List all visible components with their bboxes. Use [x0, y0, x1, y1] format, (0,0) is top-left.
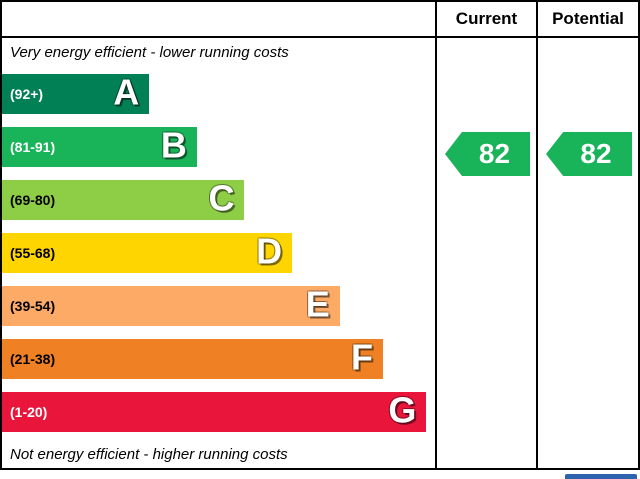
- band-chart-area: Very energy efficient - lower running co…: [2, 38, 435, 468]
- potential-rating-arrow: 82: [546, 132, 632, 176]
- band-bar-c: (69-80) C: [2, 177, 245, 221]
- band-row-c: (69-80) C: [2, 174, 435, 227]
- band-letter: C: [208, 177, 235, 219]
- band-row-b: (81-91) B: [2, 121, 435, 174]
- band-range-label: (81-91): [10, 139, 56, 156]
- band-row-e: (39-54) E: [2, 279, 435, 332]
- band-range-label: (39-54): [10, 297, 56, 314]
- band-row-g: (1-20) G: [2, 385, 435, 438]
- band-range-label: (21-38): [10, 350, 56, 367]
- potential-rating-column: 82: [536, 38, 638, 468]
- band-letter: F: [351, 336, 374, 378]
- band-range-label: (69-80): [10, 192, 56, 209]
- band-row-f: (21-38) F: [2, 332, 435, 385]
- band-row-d: (55-68) D: [2, 227, 435, 280]
- band-bar-d: (55-68) D: [2, 230, 293, 273]
- band-letter: B: [160, 124, 187, 166]
- band-bar-f: (21-38) F: [2, 336, 384, 379]
- bands-container: (92+) A (81-91) B (69-80) C (55-68): [2, 66, 435, 440]
- cutoff-blue-element: [565, 474, 637, 479]
- band-bar-g: (1-20) G: [2, 389, 427, 432]
- current-column-header: Current: [435, 2, 536, 38]
- current-rating-column: 82: [435, 38, 536, 468]
- band-bar-e: (39-54) E: [2, 283, 340, 326]
- header-empty-cell: [2, 2, 435, 38]
- band-letter: D: [256, 230, 283, 272]
- current-rating-arrow: 82: [445, 132, 530, 176]
- top-caption: Very energy efficient - lower running co…: [10, 43, 289, 61]
- band-letter: E: [305, 283, 330, 325]
- band-range-label: (92+): [10, 86, 44, 103]
- current-rating-value: 82: [478, 138, 511, 169]
- potential-column-header: Potential: [536, 2, 638, 38]
- band-letter: G: [388, 389, 417, 431]
- band-range-label: (1-20): [10, 403, 48, 420]
- potential-rating-value: 82: [580, 138, 612, 169]
- band-bar-a: (92+) A: [2, 71, 150, 115]
- band-bar-b: (81-91) B: [2, 124, 197, 168]
- band-letter: A: [113, 71, 140, 113]
- bottom-caption: Not energy efficient - higher running co…: [10, 445, 288, 463]
- band-range-label: (55-68): [10, 245, 56, 261]
- band-row-a: (92+) A: [2, 68, 435, 121]
